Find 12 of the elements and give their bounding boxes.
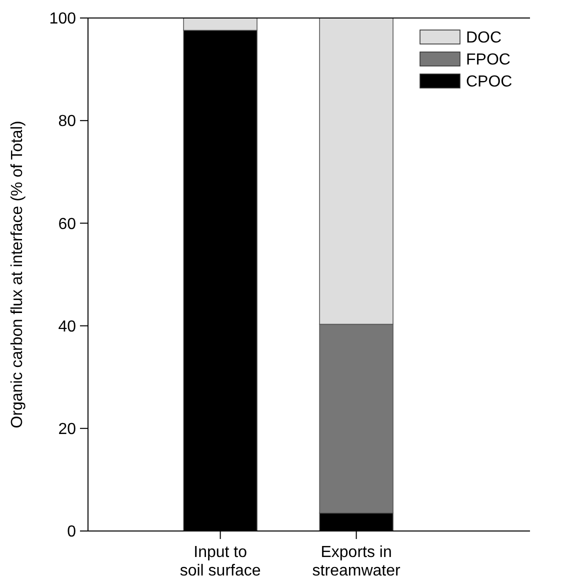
x-tick-label: Input to soil surface: [180, 544, 261, 580]
legend-label: DOC: [466, 30, 502, 47]
y-tick-label: 60: [58, 216, 76, 233]
y-axis-title: Organic carbon flux at interface (% of Total): [9, 120, 26, 428]
y-tick-label: 40: [58, 318, 76, 336]
y-tick-label: 100: [49, 10, 76, 28]
x-tick-label: Exports in streamwater: [312, 544, 401, 580]
y-tick-label: 80: [58, 113, 76, 130]
y-tick-label: 0: [67, 524, 76, 541]
y-tick-label: 20: [58, 421, 76, 438]
legend-label: FPOC: [466, 52, 510, 69]
legend-label: CPOC: [466, 74, 512, 91]
